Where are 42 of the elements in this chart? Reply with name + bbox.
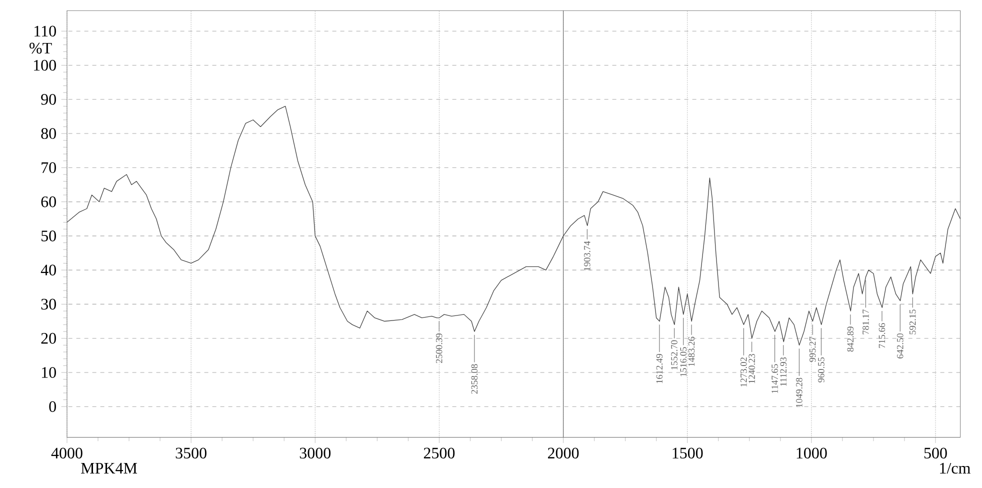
- x-tick-label: 1000: [796, 448, 827, 459]
- x-tick-label: 2000: [548, 448, 579, 459]
- annotation: 592.15: [909, 310, 916, 334]
- annotation: 960.55: [818, 357, 824, 382]
- x-tick-label: 4000: [51, 448, 82, 459]
- annotation: 1049.28: [796, 378, 802, 407]
- x-tick-label: 1500: [672, 448, 703, 459]
- annotation: 1612.49: [656, 354, 663, 384]
- y-tick-label: 0: [49, 401, 56, 412]
- x-axis-title: 1/cm: [940, 462, 970, 474]
- y-tick-label: 60: [41, 196, 56, 208]
- x-tick-label: 2500: [424, 448, 455, 459]
- annotation: 1147.65: [772, 364, 778, 393]
- y-axis-title: %T: [30, 42, 52, 54]
- y-tick-label: 20: [41, 332, 56, 344]
- y-tick-label: 10: [42, 367, 56, 378]
- annotation: 1903.74: [584, 241, 590, 270]
- annotation: 715.66: [878, 323, 886, 348]
- annotation: 1552.70: [671, 340, 678, 370]
- y-tick-label: 70: [42, 162, 56, 174]
- y-tick-label: 100: [34, 60, 56, 71]
- y-tick-label: 110: [34, 26, 56, 37]
- annotation: 1516.05: [680, 347, 687, 376]
- x-tick-label: 3000: [300, 448, 331, 459]
- y-tick-label: 90: [41, 94, 56, 105]
- annotation: 995.27: [809, 336, 816, 362]
- annotation: 842.89: [847, 326, 854, 352]
- y-tick-label: 30: [41, 298, 56, 310]
- annotation: 2500.39: [436, 333, 442, 364]
- annotation: 1112.93: [780, 357, 787, 386]
- annotation: 1273.02: [740, 358, 747, 387]
- y-tick-label: 40: [40, 264, 56, 276]
- annotation: 781.17: [862, 309, 869, 334]
- x-tick-label: 3500: [176, 448, 206, 459]
- y-tick-label: 80: [41, 128, 56, 139]
- annotation: 1483.26: [688, 336, 695, 366]
- annotation: 2358.08: [471, 364, 478, 394]
- text: MPK4M: [81, 462, 138, 474]
- annotation: 1240.23: [748, 354, 755, 384]
- annotation: 642.50: [896, 333, 904, 358]
- y-tick-label: 50: [42, 230, 56, 242]
- x-tick-label: 500: [924, 448, 947, 459]
